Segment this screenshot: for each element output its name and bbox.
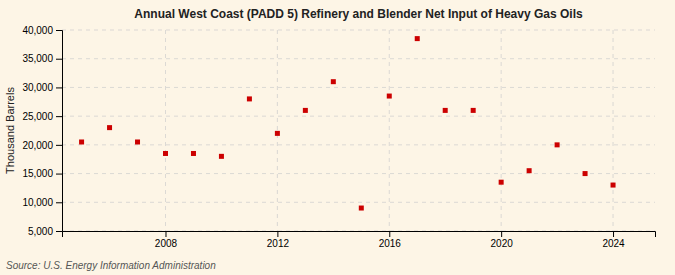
x-tick-label: 2012	[267, 238, 290, 249]
point	[499, 180, 504, 185]
x-tick: 2008	[155, 231, 178, 249]
x-tick-mark	[277, 231, 278, 237]
y-tick-mark	[56, 116, 62, 117]
x-tick: 2020	[491, 231, 514, 249]
y-axis: 5,000 10,000 15,000 20,000 25,000 30,000 35,00…	[22, 25, 62, 237]
x-axis-line	[63, 232, 656, 238]
point	[555, 142, 560, 147]
x-tick-mark	[613, 231, 614, 237]
point	[583, 171, 588, 176]
x-tick-mark	[389, 231, 390, 237]
y-tick: 10,000	[22, 197, 62, 208]
grid-line-y	[62, 58, 655, 59]
annotation: Source: U.S. Energy Information Administ…	[6, 260, 216, 271]
point	[443, 108, 448, 113]
y-tick-label: 40,000	[22, 25, 53, 36]
grid-line-x	[277, 30, 278, 231]
x-tick-label: 2020	[491, 238, 514, 249]
x-tick: 2016	[379, 231, 402, 249]
grid-line-y	[62, 87, 655, 88]
point	[247, 96, 252, 101]
point	[331, 79, 336, 84]
point	[107, 125, 112, 130]
plot-area: 2008 2012 2016 2020 2024 5,000 10,000 15,000 20,…	[22, 25, 655, 249]
x-tick-label: 2008	[155, 238, 178, 249]
grid-line-x	[389, 30, 390, 231]
grid-line-y	[62, 30, 655, 31]
x-tick-mark	[501, 231, 502, 237]
grid-line-y	[62, 202, 655, 203]
points	[79, 36, 615, 210]
y-tick: 25,000	[22, 111, 62, 122]
point	[359, 206, 364, 211]
y-tick-label: 5,000	[28, 226, 53, 237]
y-tick: 40,000	[22, 25, 62, 36]
point	[471, 108, 476, 113]
grid-line-y	[62, 173, 655, 174]
y-tick-mark	[56, 30, 62, 31]
point	[527, 168, 532, 173]
grid-line-x	[501, 30, 502, 231]
y-tick-mark	[56, 231, 62, 232]
x-tick-label: 2024	[602, 238, 625, 249]
point	[387, 94, 392, 99]
grid-line-y	[62, 116, 655, 117]
x-tick: 2012	[267, 231, 290, 249]
y-axis-label: Thousand Barrels	[4, 87, 16, 174]
y-tick-label: 15,000	[22, 168, 53, 179]
point	[275, 131, 280, 136]
y-tick-mark	[56, 87, 62, 88]
y-tick-mark	[56, 59, 62, 60]
y-tick-mark	[56, 145, 62, 146]
y-axis-line	[56, 31, 63, 232]
y-tick: 35,000	[22, 53, 62, 64]
point	[611, 183, 616, 188]
point	[191, 151, 196, 156]
title: Annual West Coast (PADD 5) Refinery and …	[134, 7, 583, 21]
y-tick-label: 20,000	[22, 140, 53, 151]
grid	[62, 30, 655, 231]
y-tick-label: 25,000	[22, 111, 53, 122]
y-tick-label: 35,000	[22, 53, 53, 64]
y-tick-label: 10,000	[22, 197, 53, 208]
x-tick-label: 2016	[379, 238, 402, 249]
point	[163, 151, 168, 156]
y-tick-mark	[56, 202, 62, 203]
y-tick: 15,000	[22, 168, 62, 179]
chart-container: 2008 2012 2016 2020 2024 5,000 10,000 15,000 20,…	[0, 0, 675, 275]
grid-line-x	[613, 30, 614, 231]
point	[303, 108, 308, 113]
point	[219, 154, 224, 159]
grid-line-y	[62, 144, 655, 145]
y-tick-label: 30,000	[22, 82, 53, 93]
point	[135, 139, 140, 144]
y-tick: 30,000	[22, 82, 62, 93]
point	[415, 36, 420, 41]
y-tick: 5,000	[28, 226, 62, 237]
y-tick-mark	[56, 174, 62, 175]
point	[79, 139, 84, 144]
x-tick-mark	[165, 231, 166, 237]
chart-svg: 2008 2012 2016 2020 2024 5,000 10,000 15,000 20,…	[0, 0, 675, 275]
grid-line-x	[165, 30, 166, 231]
y-tick: 20,000	[22, 140, 62, 151]
x-tick: 2024	[602, 231, 625, 249]
background	[0, 0, 675, 275]
x-axis: 2008 2012 2016 2020 2024	[63, 231, 656, 249]
